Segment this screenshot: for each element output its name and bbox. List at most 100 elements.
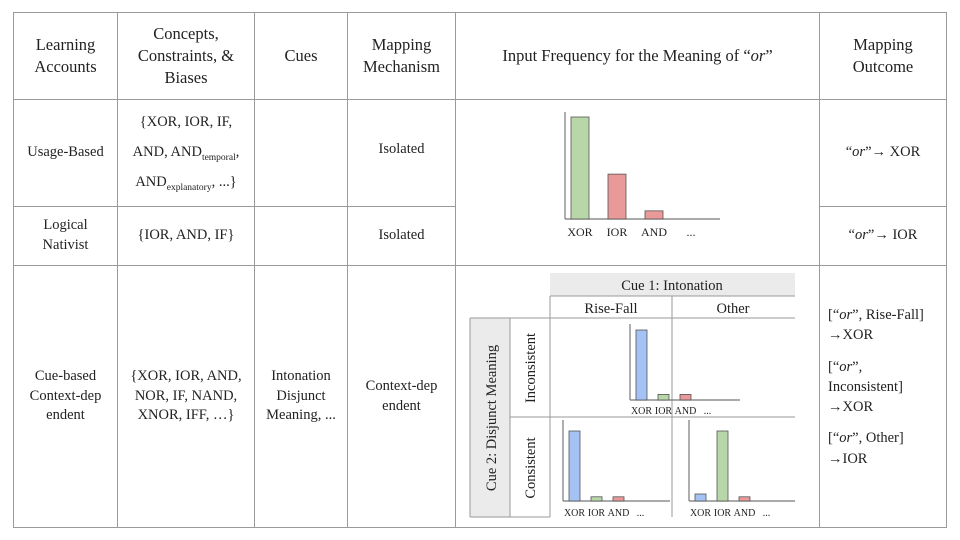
col-divider-4 xyxy=(455,12,456,528)
cue1-level-rise-fall: Rise-Fall xyxy=(584,301,637,317)
nativist-account-text: Logical Nativist xyxy=(42,217,89,253)
header-input-frequency-text: Input Frequency for the Meaning of “or” xyxy=(502,45,772,67)
chart-layer: XOR IOR AND ...XOR IOR AND ...XOR IOR AND... XOR I… xyxy=(562,112,795,519)
nativist-concepts-text: {IOR, AND, IF} xyxy=(137,227,235,244)
row-divider-usage-right xyxy=(819,206,947,207)
nativist-mechanism: Isolated xyxy=(348,207,455,265)
nativist-outcome-text: “or”→ IOR xyxy=(849,226,918,246)
chart-rise-fall-consistent-tick-0: XOR xyxy=(564,508,585,519)
usage-concepts-line3: AND xyxy=(135,173,167,190)
cue-outcome-1-open: [“ xyxy=(828,307,840,323)
header-learning-accounts-text: Learning Accounts xyxy=(34,34,97,76)
cue-outcome-3-rest: ”, Other] xyxy=(852,430,904,447)
table-border-top xyxy=(13,12,947,13)
nativist-outcome-rest: ”→ IOR xyxy=(867,227,918,244)
cue-outcome-3: [“or”, Other] →IOR xyxy=(828,428,948,469)
col-divider-1 xyxy=(117,12,118,528)
cue2-label: Cue 2: Disjunct Meaning xyxy=(484,345,500,491)
chart-rise-fall-consistent-bar-ior xyxy=(590,496,603,502)
header-concepts-text: Concepts, Constraints, & Biases xyxy=(137,23,235,88)
cue-outcome-3-or: or xyxy=(839,430,853,447)
cue-outcomes: [“or”, Rise-Fall] →XOR [“or”, Inconsisten… xyxy=(828,305,948,480)
usage-outcome-text: “or”→ XOR xyxy=(846,143,921,163)
usage-account-text: Usage-Based xyxy=(27,144,104,161)
usage-concepts-line2-end: , xyxy=(235,143,240,160)
cue-outcome-2-rest: ”, Inconsistent] xyxy=(828,358,903,395)
usage-outcome-or: or xyxy=(852,144,866,161)
row-divider-header xyxy=(13,99,947,100)
usage-concepts-text: {XOR, IOR, IF, AND, ANDtemporal, ANDexpl… xyxy=(133,108,240,198)
usage-concepts-line1: {XOR, IOR, IF, xyxy=(139,113,233,130)
header-cues: Cues xyxy=(255,13,347,99)
row-divider-nativist xyxy=(13,265,947,266)
chart-rise-fall-consistent-tick-2: AND xyxy=(608,508,630,519)
cue-outcome-2-arrow: →XOR xyxy=(828,399,874,416)
col-divider-2 xyxy=(254,12,255,528)
table-border-left xyxy=(13,12,14,528)
usage-concepts-temporal-sub: temporal xyxy=(201,152,236,163)
usage-concepts-line3-end: , ...} xyxy=(211,173,237,190)
cue-outcome-1-arrow: →XOR xyxy=(828,327,874,344)
cue2-header-bg xyxy=(470,318,510,517)
usage-outcome-rest: ”→ XOR xyxy=(865,144,921,161)
cue-outcome-1: [“or”, Rise-Fall] →XOR xyxy=(828,305,948,346)
cue-cues-text: Intonation Disjunct Meaning, ... xyxy=(266,368,336,424)
usage-concepts: {XOR, IOR, IF, AND, ANDtemporal, ANDexpl… xyxy=(118,100,254,206)
header-mapping-outcome: Mapping Outcome xyxy=(820,13,946,99)
header-mapping-mechanism-text: Mapping Mechanism xyxy=(363,34,440,76)
chart-usage-logical-tick-1: IOR xyxy=(607,225,628,239)
chart-rise-fall-inconsistent-tick-3: ... xyxy=(704,406,712,417)
chart-usage-logical-tick-0: XOR xyxy=(567,225,592,239)
cue2-level-inconsistent: Inconsistent xyxy=(523,333,539,403)
usage-outcome: “or”→ XOR xyxy=(820,100,946,206)
usage-mechanism: Isolated xyxy=(348,100,455,200)
cue-concepts-text: {XOR, IOR, AND, NOR, IF, NAND, XNOR, IFF… xyxy=(130,368,242,424)
chart-rise-fall-consistent: XOR IOR AND... xyxy=(562,420,670,519)
chart-other-consistent-tick-0: XOR xyxy=(690,508,711,519)
header-mapping-mechanism: Mapping Mechanism xyxy=(348,13,455,99)
usage-concepts-line2: AND, AND xyxy=(132,143,202,160)
cue-mechanism: Context-dep endent xyxy=(348,266,455,527)
table-border-right xyxy=(946,12,947,528)
nativist-mechanism-text: Isolated xyxy=(378,227,425,244)
chart-rise-fall-inconsistent-bar-and xyxy=(679,393,692,401)
chart-usage-logical-bar-xor xyxy=(570,116,590,220)
cue-account-text: Cue-based Context-dep endent xyxy=(29,368,102,424)
chart-usage-logical-bar-ior xyxy=(607,173,627,220)
cue-outcome-2-or: or xyxy=(839,358,853,375)
cue-outcome-1-rest: ”, Rise-Fall] xyxy=(852,307,924,323)
table-border-bottom xyxy=(13,527,947,528)
chart-usage-logical-tick-2: AND xyxy=(641,225,667,239)
cue1-label: Cue 1: Intonation xyxy=(621,278,723,294)
header-input-frequency-prefix: Input Frequency for the Meaning of “ xyxy=(502,45,751,65)
header-learning-accounts: Learning Accounts xyxy=(14,13,117,99)
cue-account: Cue-based Context-dep endent xyxy=(14,266,117,527)
usage-outcome-open: “ xyxy=(845,144,853,161)
row-divider-usage-left xyxy=(13,206,456,207)
cue-outcome-2-open: [“ xyxy=(828,358,840,375)
usage-mechanism-text: Isolated xyxy=(378,141,425,158)
cue2-level-consistent: Consistent xyxy=(523,437,539,498)
chart-other-consistent-bar-xor xyxy=(694,493,707,502)
chart-rise-fall-consistent-tick-1: IOR xyxy=(588,508,606,519)
cue1-header-bg xyxy=(550,273,795,296)
header-input-frequency-suffix: ” xyxy=(765,45,773,65)
cue-cues: Intonation Disjunct Meaning, ... xyxy=(255,266,347,527)
chart-other-consistent-tick-1: IOR xyxy=(714,508,732,519)
cue-outcome-3-open: [“ xyxy=(828,430,840,447)
cue-outcome-2: [“or”, Inconsistent] →XOR xyxy=(828,357,918,418)
chart-usage-logical: XOR IOR AND... xyxy=(564,112,720,239)
chart-rise-fall-inconsistent: XOR IOR AND... xyxy=(629,324,740,417)
nativist-outcome-or: or xyxy=(854,227,868,244)
nativist-outcome-open: “ xyxy=(848,227,855,244)
header-concepts: Concepts, Constraints, & Biases xyxy=(118,13,254,99)
usage-concepts-explanatory-sub: explanatory xyxy=(166,182,212,193)
chart-other-consistent-tick-2: AND xyxy=(734,508,756,519)
chart-other-consistent-bar-and xyxy=(738,496,751,502)
header-or-word: or xyxy=(750,45,766,65)
chart-rise-fall-inconsistent-tick-0: XOR xyxy=(631,406,652,417)
chart-other-consistent: XOR IOR AND... xyxy=(688,420,795,519)
chart-usage-logical-bar-and xyxy=(644,210,664,220)
col-divider-5 xyxy=(819,12,820,528)
